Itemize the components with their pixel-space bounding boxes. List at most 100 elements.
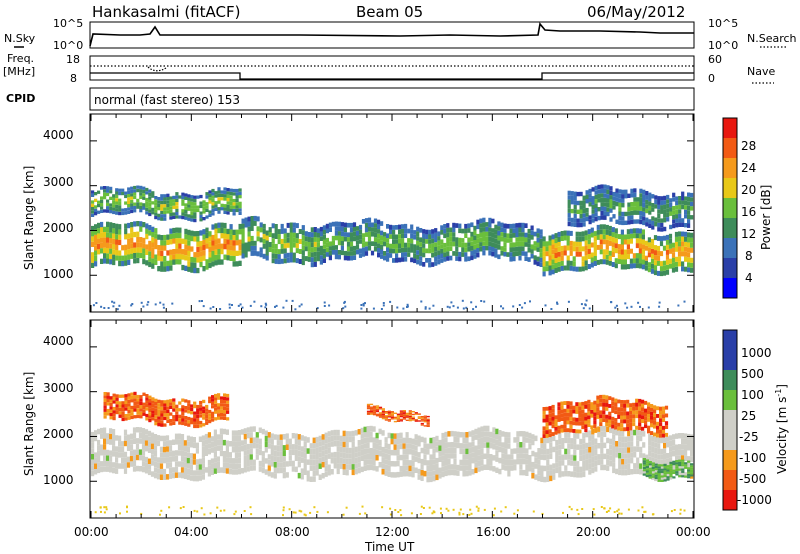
echo-cell [319,231,323,237]
echo-cell [380,244,384,250]
echo-cell [513,464,517,471]
echo-cell [566,235,570,241]
echo-cell [522,469,526,476]
echo-cell [524,242,528,247]
echo-cell [223,207,227,211]
echo-cell [349,232,354,237]
echo-cell [488,222,492,228]
clutter-cell [422,507,425,509]
echo-cell [461,252,465,257]
echo-cell [602,418,606,422]
clutter-cell [389,513,392,516]
echo-cell [321,450,325,457]
echo-cell [187,416,191,421]
echo-cell [678,213,682,219]
echo-cell [264,469,268,475]
echo-cell [630,457,634,464]
echo-cell [461,247,465,253]
echo-cell [476,252,480,258]
echo-cell [223,400,227,404]
echo-cell [175,414,179,418]
echo-cell [100,227,104,233]
echo-cell [545,246,549,252]
echo-cell [115,228,119,235]
echo-cell [168,462,173,468]
echo-cell [573,471,577,478]
echo-cell [477,433,481,439]
echo-cell [669,468,673,471]
echo-cell [435,446,439,453]
echo-cell [672,192,676,198]
echo-cell [576,472,580,478]
echo-cell [384,470,388,476]
echo-cell [398,234,402,239]
echo-cell [141,461,146,467]
echo-cell [181,408,185,412]
clutter-cell [433,511,436,514]
echo-cell [121,394,125,398]
echo-cell [641,259,645,265]
echo-cell [160,423,164,427]
echo-cell [482,250,486,256]
echo-cell [211,208,215,213]
echo-cell [390,413,394,416]
echo-cell [402,412,406,415]
echo-cell [187,194,191,198]
echo-cell [91,252,95,258]
echo-cell [168,440,173,446]
echo-cell [569,405,573,410]
echo-cell [606,202,610,208]
echo-cell [124,260,128,266]
echo-cell [130,399,134,403]
echo-cell [429,471,433,477]
echo-cell [240,445,244,452]
echo-cell [163,256,167,262]
echo-cell [380,230,384,236]
echo-cell [569,416,573,421]
echo-cell [115,244,119,250]
echo-cell [343,236,347,242]
echo-cell [597,193,601,199]
echo-cell [602,249,606,255]
echo-cell [516,453,520,459]
echo-cell [220,222,224,228]
echo-cell [289,232,293,238]
echo-cell [367,241,372,246]
echo-cell [446,251,450,257]
echo-cell [617,411,621,415]
echo-cell [331,245,335,250]
echo-cell [238,244,242,251]
clutter-cell [196,510,199,513]
echo-cell [605,259,609,265]
echo-cell [196,267,200,274]
echo-cell [378,415,383,417]
echo-cell [518,246,522,251]
power-y-tick: 4000 [43,128,74,142]
echo-cell [641,244,645,250]
echo-cell [548,235,552,241]
echo-cell [351,458,355,464]
echo-cell [548,260,552,266]
echo-cell [232,234,236,241]
echo-cell [271,233,275,239]
echo-cell [468,447,472,454]
echo-cell [507,459,511,466]
echo-cell [675,209,679,215]
echo-cell [109,412,113,417]
echo-cell [666,436,670,442]
echo-cell [318,435,322,442]
echo-cell [364,218,369,223]
echo-cell [208,399,212,404]
clutter-cell [643,510,646,513]
echo-cell [584,265,588,271]
echo-cell [156,462,161,469]
echo-cell [396,416,400,418]
echo-cell [223,228,227,234]
echo-cell [587,403,591,408]
echo-cell [303,469,307,475]
clutter-cell [679,512,682,515]
echo-cell [280,228,284,234]
echo-cell [184,213,188,217]
echo-cell [175,202,179,206]
clutter-cell [470,512,473,515]
